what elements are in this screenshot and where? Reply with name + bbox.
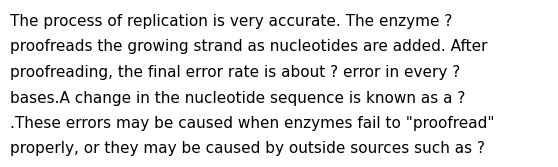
Text: proofreads the growing strand as nucleotides are added. After: proofreads the growing strand as nucleot… (10, 40, 488, 54)
Text: .These errors may be caused when enzymes fail to "proofread": .These errors may be caused when enzymes… (10, 116, 494, 131)
Text: proofreading, the final error rate is about ? error in every ?: proofreading, the final error rate is ab… (10, 65, 460, 80)
Text: The process of replication is very accurate. The enzyme ?: The process of replication is very accur… (10, 14, 453, 29)
Text: properly, or they may be caused by outside sources such as ?: properly, or they may be caused by outsi… (10, 141, 485, 156)
Text: bases.A change in the nucleotide sequence is known as a ?: bases.A change in the nucleotide sequenc… (10, 91, 465, 106)
